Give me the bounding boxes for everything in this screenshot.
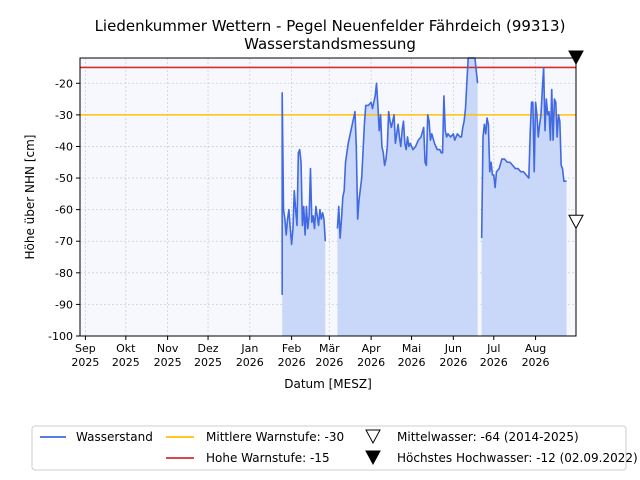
series-line-segment: [336, 57, 479, 239]
x-tick-label-month: Dez: [198, 342, 219, 355]
x-tick-label-month: Sep: [75, 342, 96, 355]
x-tick-label-month: Mai: [402, 342, 421, 355]
legend-hoechstes-hochwasser: Höchstes Hochwasser: -12 (02.09.2022): [397, 451, 638, 465]
x-tick-label-month: Aug: [525, 342, 546, 355]
x-tick-label-month: Mär: [319, 342, 340, 355]
series-line-segment: [480, 66, 567, 239]
legend-hohe-warnstufe: Hohe Warnstufe: -15: [206, 451, 330, 465]
x-tick-label-month: Apr: [362, 342, 382, 355]
area-fill-segment: [337, 58, 478, 336]
x-axis-label: Datum [MESZ]: [284, 377, 372, 391]
x-tick-label-year: 2026: [439, 356, 467, 369]
legend-mittelwasser: Mittelwasser: -64 (2014-2025): [397, 430, 579, 444]
x-tick-label-year: 2026: [278, 356, 306, 369]
y-tick-label: -20: [55, 77, 73, 90]
x-tick-label-month: Feb: [282, 342, 301, 355]
x-tick-label-year: 2026: [522, 356, 550, 369]
x-tick-label-year: 2026: [315, 356, 343, 369]
x-tick-label-month: Nov: [157, 342, 179, 355]
threshold-lines: [80, 66, 576, 116]
y-tick-label: -60: [55, 204, 73, 217]
series-lines: [281, 57, 567, 295]
y-tick-label: -50: [55, 172, 73, 185]
x-tick-label-year: 2026: [480, 356, 508, 369]
x-tick-label-year: 2025: [112, 356, 140, 369]
x-tick-label-year: 2025: [71, 356, 99, 369]
y-tick-label: -30: [55, 109, 73, 122]
plot-frame: [79, 57, 577, 337]
area-fills: [282, 58, 567, 336]
series-line-segment: [281, 91, 327, 295]
x-tick-label-year: 2026: [357, 356, 385, 369]
legend: Wasserstand Mittlere Warnstufe: -30 Hohe…: [31, 425, 638, 471]
x-tick-label-year: 2025: [194, 356, 222, 369]
x-tick-label-month: Jun: [444, 342, 462, 355]
area-fill-segment: [481, 67, 567, 336]
mittelwasser-marker-icon: [568, 214, 584, 230]
chart-subtitle: Wasserstandsmessung: [244, 35, 416, 53]
filled-triangle-icon: [365, 450, 381, 466]
chart-title: Liedenkummer Wettern - Pegel Neuenfelder…: [95, 17, 566, 35]
y-tick-label: -90: [55, 298, 73, 311]
legend-mittlere-warnstufe: Mittlere Warnstufe: -30: [206, 430, 344, 444]
x-tick-label-year: 2026: [398, 356, 426, 369]
hochwasser-marker-icon: [568, 50, 584, 66]
x-tick-label-month: Jul: [486, 342, 500, 355]
open-triangle-icon: [365, 429, 381, 445]
y-axis: -100 -90 -80 -70 -60 -50 -40 -30 -20: [48, 77, 80, 343]
x-axis: Sep2025Okt2025Nov2025Dez2025Jan2026Feb20…: [71, 336, 550, 369]
y-tick-label: -70: [55, 235, 73, 248]
legend-wasserstand: Wasserstand: [76, 430, 153, 444]
y-tick-label: -80: [55, 267, 73, 280]
x-tick-label-year: 2025: [154, 356, 182, 369]
y-tick-label: -40: [55, 140, 73, 153]
level-markers: [568, 50, 584, 230]
y-tick-label: -100: [48, 330, 73, 343]
x-tick-label-month: Okt: [116, 342, 136, 355]
x-tick-label-month: Jan: [240, 342, 258, 355]
x-tick-label-year: 2026: [236, 356, 264, 369]
y-axis-label: Höhe über NHN [cm]: [23, 135, 37, 260]
